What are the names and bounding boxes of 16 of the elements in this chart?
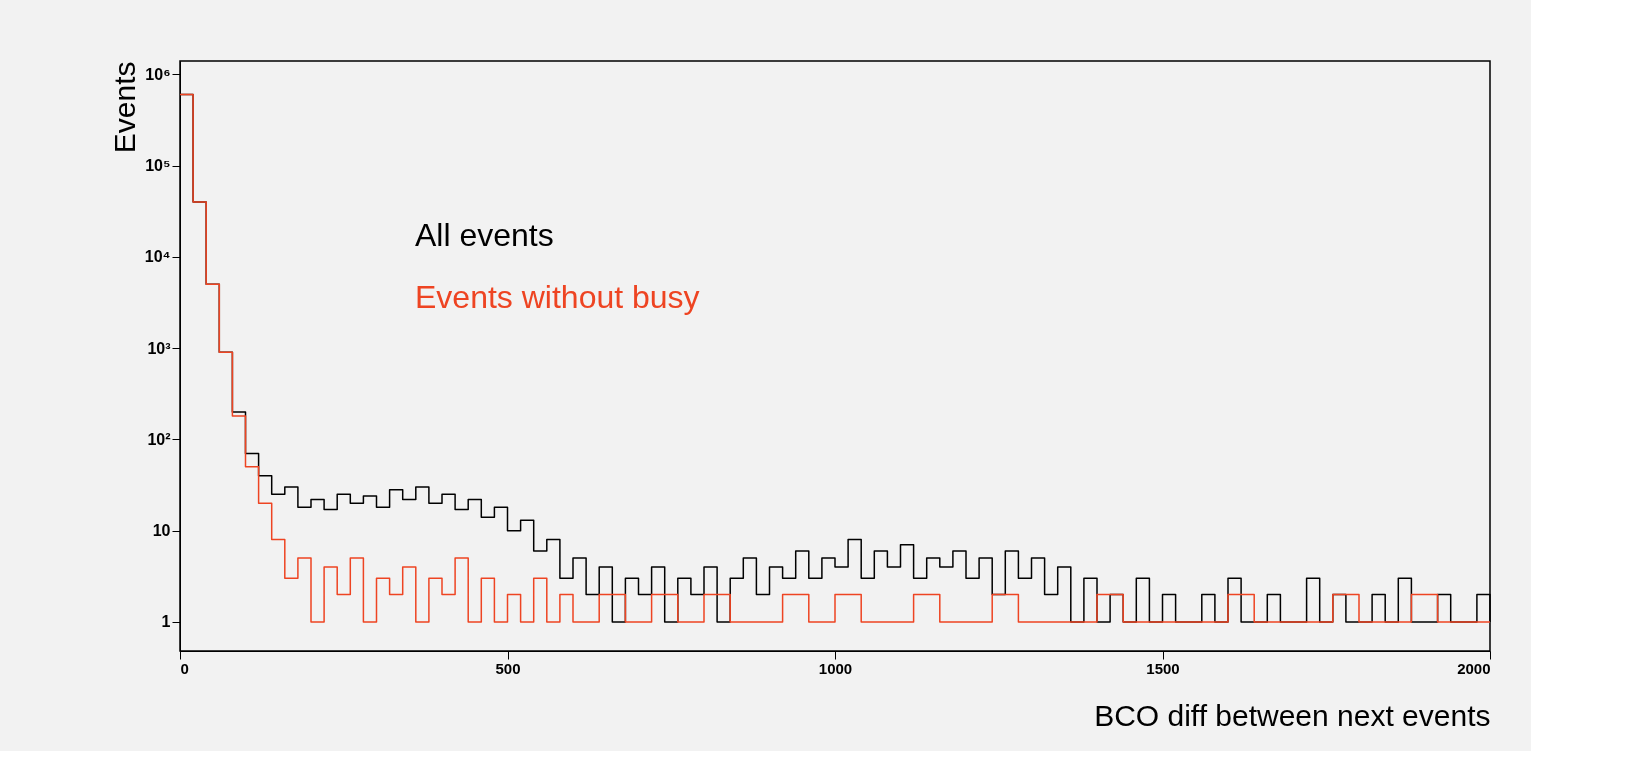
x-axis-title: BCO diff between next events — [1094, 698, 1491, 732]
x-tick-label: 2000 — [1457, 659, 1491, 677]
x-tick-label: 1000 — [818, 659, 853, 677]
x-tick-label: 500 — [495, 659, 521, 677]
y-tick-label: 10 — [152, 522, 171, 540]
text: All events — [415, 217, 554, 253]
x-tick-label: 1500 — [1146, 659, 1180, 677]
y-tick-label: 10⁵ — [145, 157, 171, 175]
y-tick-label: 10³ — [147, 339, 171, 357]
text: Events without busy — [415, 279, 700, 315]
y-tick-label: 10² — [147, 430, 171, 448]
y-tick-label: 10⁴ — [144, 248, 171, 266]
y-tick-label: 1 — [161, 613, 171, 631]
y-tick-label: 10⁶ — [145, 65, 171, 83]
x-tick-label: 0 — [180, 659, 189, 677]
y-axis-title: Events — [107, 61, 141, 154]
